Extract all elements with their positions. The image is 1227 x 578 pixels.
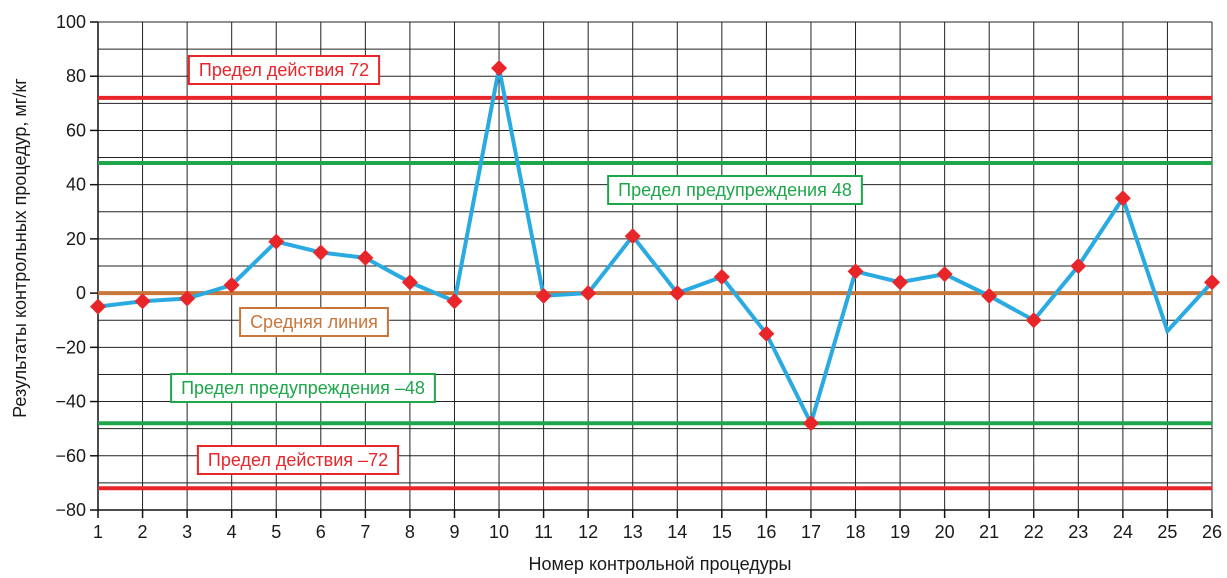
- y-tick-label: −20: [55, 337, 86, 357]
- data-point: [847, 263, 864, 280]
- x-tick-label: 5: [271, 522, 281, 542]
- reference-line-label: Предел действия 72: [199, 60, 369, 80]
- reference-line-label: Средняя линия: [250, 312, 378, 332]
- x-tick-label: 18: [846, 522, 866, 542]
- x-tick-label: 2: [138, 522, 148, 542]
- x-tick-label: 12: [578, 522, 598, 542]
- x-tick-label: 8: [405, 522, 415, 542]
- x-tick-label: 4: [227, 522, 237, 542]
- x-tick-label: 11: [534, 522, 553, 542]
- data-point: [312, 244, 329, 261]
- data-point: [535, 287, 552, 304]
- x-tick-label: 3: [182, 522, 192, 542]
- x-tick-label: 9: [449, 522, 459, 542]
- x-tick-label: 10: [489, 522, 509, 542]
- data-point: [580, 285, 597, 302]
- y-tick-label: −80: [55, 500, 86, 520]
- axes: [97, 22, 1212, 511]
- y-tick-label: −40: [55, 392, 86, 412]
- data-series: [90, 60, 1220, 432]
- data-point: [758, 325, 775, 342]
- data-point: [1025, 312, 1042, 329]
- y-tick-label: 20: [66, 229, 86, 249]
- y-tick-label: 100: [56, 12, 86, 32]
- data-point: [446, 293, 463, 310]
- data-point: [179, 290, 196, 307]
- x-tick-label: 13: [623, 522, 643, 542]
- data-point: [802, 415, 819, 432]
- y-tick-label: 60: [66, 120, 86, 140]
- reference-line-label: Предел предупреждения –48: [181, 378, 425, 398]
- data-point: [936, 266, 953, 283]
- reference-line-labels: Предел действия 72 Предел предупреждения …: [170, 55, 863, 475]
- y-tick-label: 40: [66, 175, 86, 195]
- x-tick-label: 14: [667, 522, 687, 542]
- x-tick-label: 20: [935, 522, 955, 542]
- x-tick-label: 16: [756, 522, 776, 542]
- data-point: [223, 276, 240, 293]
- x-axis-title: Номер контрольной процедуры: [529, 554, 792, 574]
- x-tick-label: 24: [1113, 522, 1133, 542]
- reference-label-box: [187, 55, 381, 85]
- x-tick-label: 23: [1068, 522, 1088, 542]
- reference-label-box: [170, 373, 436, 403]
- series-line: [97, 67, 1214, 429]
- x-tick-label: 17: [801, 522, 821, 542]
- reference-lines: [98, 95, 1212, 491]
- reference-line-label: Предел предупреждения 48: [618, 180, 852, 200]
- y-axis-title: Результаты контрольных процедур, мг/кг: [10, 78, 30, 418]
- y-tick-label: −60: [55, 446, 86, 466]
- data-point: [1204, 274, 1220, 291]
- data-point: [134, 293, 151, 310]
- data-point: [491, 60, 508, 77]
- data-point: [624, 228, 641, 245]
- reference-label-box: [607, 175, 863, 205]
- data-point: [713, 268, 730, 285]
- reference-label-box: [196, 445, 400, 475]
- x-tick-label: 6: [316, 522, 326, 542]
- data-point: [981, 287, 998, 304]
- x-tick-label: 7: [360, 522, 370, 542]
- data-point: [669, 285, 686, 302]
- x-tick-label: 21: [979, 522, 999, 542]
- x-tick-label: 26: [1202, 522, 1222, 542]
- y-tick-label: 0: [76, 283, 86, 303]
- x-tick-label: 1: [93, 522, 103, 542]
- x-tick-label: 15: [712, 522, 732, 542]
- y-tick-label: 80: [66, 66, 86, 86]
- x-tick-label: 25: [1157, 522, 1177, 542]
- data-point: [90, 298, 106, 315]
- data-point: [357, 249, 374, 266]
- reference-line-label: Предел действия –72: [208, 450, 388, 470]
- x-tick-label: 19: [890, 522, 910, 542]
- data-point: [1070, 258, 1087, 274]
- data-point: [1114, 190, 1131, 207]
- data-point: [401, 274, 418, 291]
- x-tick-label: 22: [1024, 522, 1044, 542]
- data-point: [268, 233, 285, 250]
- data-point: [892, 274, 909, 291]
- reference-label-box: [239, 307, 389, 337]
